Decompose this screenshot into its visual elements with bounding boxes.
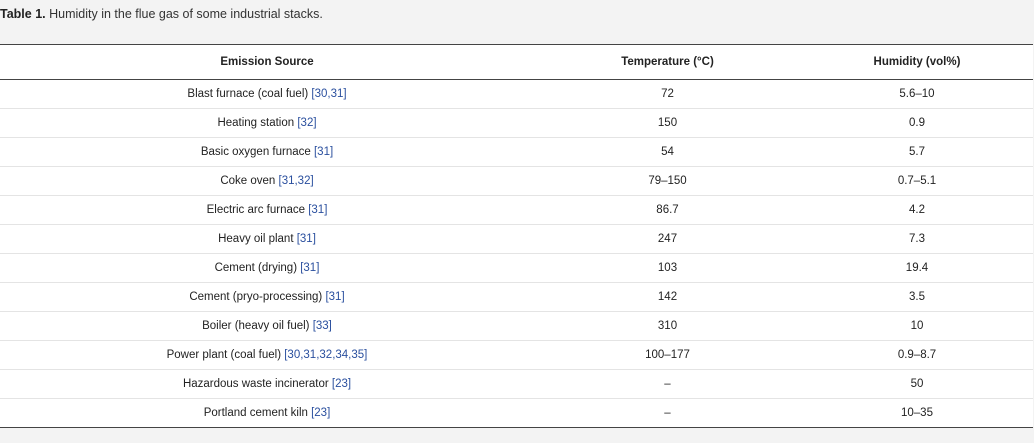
table-row: Basic oxygen furnace [31] 54 5.7: [0, 137, 1033, 167]
source-name: Boiler (heavy oil fuel): [202, 320, 313, 332]
cell-emission-source: Basic oxygen furnace [31]: [0, 137, 534, 167]
citation-link[interactable]: [31]: [296, 233, 316, 245]
cell-humidity: 10: [801, 311, 1033, 341]
table-row: Heating station [32] 150 0.9: [0, 108, 1033, 138]
source-name: Basic oxygen furnace: [200, 146, 314, 158]
source-name: Blast furnace (coal fuel): [187, 88, 312, 100]
table-caption-label: Table 1.: [0, 7, 46, 21]
cell-humidity: 4.2: [801, 195, 1033, 225]
cell-temperature: 100–177: [534, 340, 801, 370]
table-row: Coke oven [31,32] 79–150 0.7–5.1: [0, 166, 1033, 196]
table-header-row: Emission Source Temperature (°C) Humidit…: [0, 45, 1033, 80]
citation-link[interactable]: [33]: [312, 320, 332, 332]
citation-link[interactable]: [30,31]: [311, 88, 347, 100]
cell-emission-source: Electric arc furnace [31]: [0, 195, 534, 225]
table-caption-text: Humidity in the flue gas of some industr…: [45, 7, 323, 21]
cell-emission-source: Power plant (coal fuel) [30,31,32,34,35]: [0, 340, 534, 370]
table-row: Blast furnace (coal fuel) [30,31] 72 5.6…: [0, 79, 1033, 109]
cell-humidity: 10–35: [901, 407, 933, 419]
cell-humidity: 7.3: [801, 224, 1033, 254]
cell-temperature: 103: [534, 253, 801, 283]
cell-humidity: 0.9: [801, 108, 1033, 138]
citation-link[interactable]: [31]: [300, 262, 320, 274]
cell-humidity: 5.7: [801, 137, 1033, 167]
cell-emission-source: Boiler (heavy oil fuel) [33]: [0, 311, 534, 341]
header-temperature: Temperature (°C): [534, 45, 801, 80]
humidity-table: Emission Source Temperature (°C) Humidit…: [0, 45, 1033, 427]
citation-link[interactable]: [32]: [297, 117, 317, 129]
cell-emission-source: Cement (pryo-processing) [31]: [0, 282, 534, 312]
cell-humidity: 19.4: [801, 253, 1033, 283]
citation-link[interactable]: [31]: [313, 146, 334, 158]
table-row: Cement (drying) [31] 103 19.4: [0, 253, 1033, 283]
citation-link[interactable]: [31]: [325, 291, 345, 303]
cell-emission-source: Portland cement kiln [23]: [0, 399, 534, 428]
cell-temperature: 54: [534, 137, 801, 167]
source-name: Hazardous waste incinerator: [182, 378, 332, 390]
source-name: Portland cement kiln: [203, 407, 312, 419]
citation-link[interactable]: [31]: [308, 204, 328, 216]
cell-humidity: 0.7–5.1: [801, 166, 1033, 196]
header-emission-source: Emission Source: [0, 45, 534, 80]
table-row: Cement (pryo-processing) [31] 142 3.5: [0, 282, 1033, 312]
cell-emission-source: Heavy oil plant [31]: [0, 224, 534, 254]
source-name: Power plant (coal fuel): [166, 349, 285, 361]
cell-humidity: 50: [801, 369, 1033, 399]
header-humidity: Humidity (vol%): [801, 45, 1033, 80]
cell-temperature: 247: [534, 224, 801, 254]
source-name: Cement (pryo-processing): [189, 291, 326, 303]
citation-link[interactable]: [23]: [331, 378, 352, 390]
cell-temperature: –: [534, 369, 801, 399]
cell-temperature: 310: [534, 311, 801, 341]
table-row: Heavy oil plant [31] 247 7.3: [0, 224, 1033, 254]
cell-temperature: 142: [534, 282, 801, 312]
cell-humidity: 5.6–10: [801, 79, 1033, 109]
citation-link[interactable]: [31,32]: [278, 175, 314, 187]
cell-emission-source: Blast furnace (coal fuel) [30,31]: [0, 79, 534, 109]
table-row: Hazardous waste incinerator [23] – 50: [0, 369, 1033, 399]
cell-temperature: 86.7: [534, 195, 801, 225]
citation-link[interactable]: [30,31,32,34,35]: [284, 349, 368, 361]
cell-temperature: –: [664, 407, 671, 419]
table-row: Electric arc furnace [31] 86.7 4.2: [0, 195, 1033, 225]
table-row: Boiler (heavy oil fuel) [33] 310 10: [0, 311, 1033, 341]
cell-emission-source: Cement (drying) [31]: [0, 253, 534, 283]
source-name: Heavy oil plant: [218, 233, 297, 245]
source-name: Heating station: [217, 117, 298, 129]
source-name: Electric arc furnace: [206, 204, 309, 216]
cell-temperature: 79–150: [534, 166, 801, 196]
cell-humidity: 0.9–8.7: [801, 340, 1033, 370]
cell-emission-source: Coke oven [31,32]: [0, 166, 534, 196]
humidity-table-container: Emission Source Temperature (°C) Humidit…: [0, 44, 1033, 428]
cell-emission-source: Hazardous waste incinerator [23]: [0, 369, 534, 399]
cell-emission-source: Heating station [32]: [0, 108, 534, 138]
table-row: Portland cement kiln [23] – 10–35: [0, 399, 1033, 428]
source-name: Cement (drying): [214, 262, 301, 274]
table-row: Power plant (coal fuel) [30,31,32,34,35]…: [0, 340, 1033, 370]
citation-link[interactable]: [23]: [311, 407, 331, 419]
cell-temperature: 72: [534, 79, 801, 109]
table-caption: Table 1. Humidity in the flue gas of som…: [0, 7, 323, 21]
cell-temperature: 150: [534, 108, 801, 138]
cell-humidity: 3.5: [801, 282, 1033, 312]
source-name: Coke oven: [220, 175, 279, 187]
